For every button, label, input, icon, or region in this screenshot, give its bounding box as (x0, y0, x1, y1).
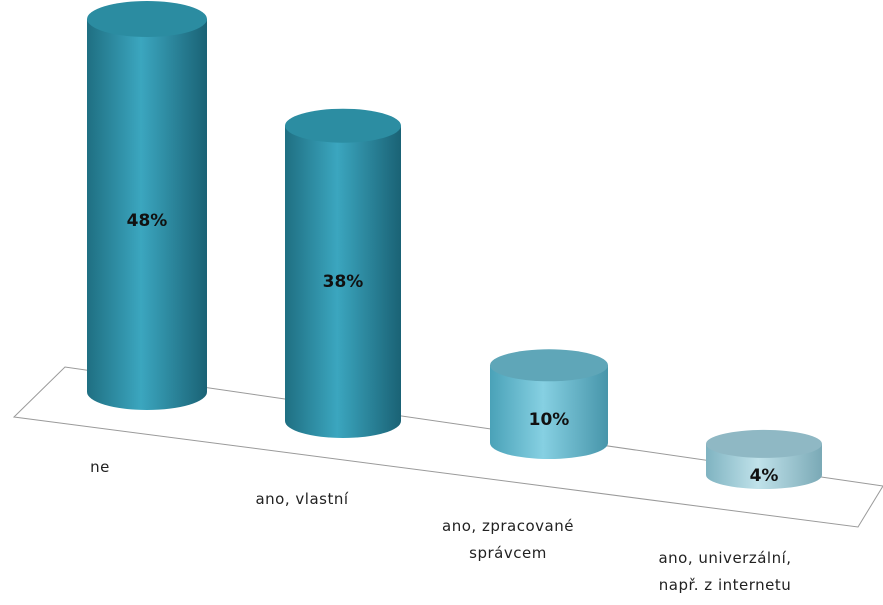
chart-floor (12, 366, 883, 528)
data-label: 38% (323, 272, 364, 292)
category-label: ano, univerzální, např. z internetu (658, 549, 791, 594)
cylinder-body (490, 365, 608, 459)
cylinder-bar-4: 4% (706, 429, 822, 489)
cylinder-top (490, 349, 608, 382)
cylinder-top (87, 1, 207, 37)
data-label: 48% (127, 211, 168, 231)
bars-group: 48% 38% 10% 4% (87, 1, 822, 489)
cylinder-top (706, 429, 822, 458)
cylinder-body (87, 19, 207, 410)
category-label: ano, zpracované správcem (442, 517, 574, 562)
cylinder-bar-3: 10% (490, 349, 608, 459)
cylinder-bar-2: 38% (285, 108, 401, 438)
data-label: 10% (529, 410, 570, 430)
category-label: ano, vlastní (255, 490, 348, 508)
cylinder-top (285, 108, 401, 143)
category-labels-group: ne ano, vlastní ano, zpracované správcem ano… (90, 458, 791, 594)
cylinder-bar-1: 48% (87, 1, 207, 410)
category-label: ne (90, 458, 110, 476)
cylinder-body (285, 125, 401, 438)
data-label: 4% (750, 466, 779, 486)
